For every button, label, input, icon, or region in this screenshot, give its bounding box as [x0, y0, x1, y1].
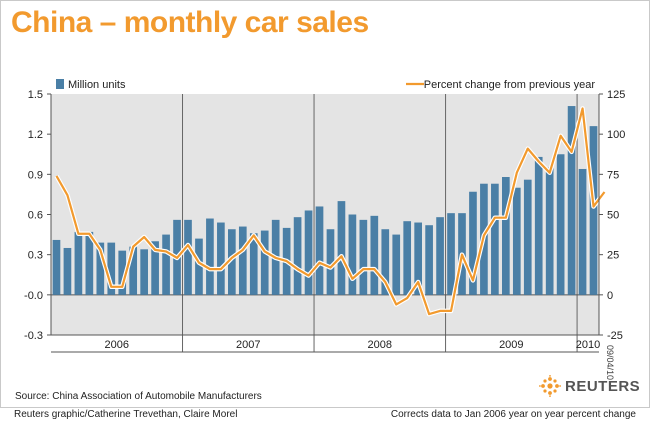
bar	[589, 126, 598, 295]
bar	[129, 246, 138, 295]
bar	[206, 218, 214, 295]
graphic-credit: Reuters graphic/Catherine Trevethan, Cla…	[14, 409, 238, 420]
bar	[217, 222, 225, 295]
right-tick-label: 100	[607, 129, 625, 141]
bar	[359, 219, 368, 295]
date-stamp: 09/04/10	[605, 345, 615, 381]
bar	[414, 222, 422, 295]
bar	[534, 156, 543, 295]
legend-bar-label: Million units	[68, 79, 126, 91]
left-tick-label: -0.3	[24, 330, 43, 342]
bar	[403, 221, 412, 295]
year-label: 2010	[576, 339, 600, 351]
bar	[523, 179, 532, 295]
left-tick-label: 1.5	[28, 89, 43, 101]
bar	[578, 168, 587, 295]
bar	[260, 230, 269, 295]
legend-line-label: Percent change from previous year	[424, 79, 596, 91]
bar	[425, 225, 433, 295]
chart: 1.5 1.2 0.9 0.6 0.3 -0.0 -0.3 125 100 75 50 25 0 -25 2…	[24, 79, 625, 353]
bar	[567, 106, 576, 295]
bar	[238, 226, 247, 295]
bar	[315, 206, 324, 295]
year-label: 2006	[105, 339, 129, 351]
left-tick-label: -0.0	[24, 290, 43, 302]
bar	[74, 231, 83, 295]
bar	[337, 201, 346, 295]
bar	[469, 191, 477, 295]
bar	[184, 219, 192, 295]
year-label: 2007	[236, 339, 260, 351]
bar	[304, 210, 313, 295]
correction-note: Corrects data to Jan 2006 year on year p…	[390, 409, 636, 420]
line-series	[55, 107, 606, 316]
bar	[545, 167, 554, 295]
year-label: 2008	[368, 339, 392, 351]
left-tick-label: 1.2	[28, 129, 43, 141]
bar	[556, 154, 565, 295]
bar	[447, 213, 455, 295]
bar	[502, 177, 510, 295]
right-tick-label: -25	[607, 330, 623, 342]
reuters-dot-logo-icon	[539, 375, 561, 397]
bar	[436, 217, 444, 295]
bar	[107, 242, 116, 295]
bar	[491, 183, 499, 295]
right-tick-label: 25	[607, 250, 619, 262]
source-note: Source: China Association of Automobile …	[15, 391, 262, 402]
right-tick-label: 125	[607, 89, 625, 101]
right-tick-label: 50	[607, 210, 619, 222]
chart-title: China – monthly car sales	[11, 6, 369, 39]
left-tick-label: 0.3	[28, 250, 43, 262]
right-tick-label: 75	[607, 169, 619, 181]
left-tick-label: 0.9	[28, 169, 43, 181]
bar	[118, 250, 127, 295]
left-tick-label: 0.6	[28, 210, 43, 222]
bar	[151, 241, 159, 295]
bar	[140, 249, 148, 295]
right-tick-label: 0	[607, 290, 613, 302]
year-label: 2009	[499, 339, 523, 351]
legend-bar-swatch	[56, 79, 64, 89]
bar	[348, 214, 357, 295]
bar	[326, 229, 335, 295]
bar	[96, 242, 105, 295]
bar	[370, 215, 379, 295]
bar	[512, 187, 521, 295]
reuters-logo: REUTERS	[539, 375, 640, 397]
chart-card: China – monthly car sales 1.5 1.2 0.9 0.6 0.…	[0, 0, 650, 408]
bar	[249, 233, 258, 295]
bar	[228, 229, 236, 295]
bar	[195, 238, 203, 295]
bar	[293, 217, 302, 295]
bar	[381, 229, 390, 295]
bar	[162, 234, 170, 295]
bar	[392, 234, 401, 295]
bar	[52, 239, 61, 295]
bar	[85, 231, 94, 295]
reuters-logo-text: REUTERS	[565, 377, 641, 395]
bar	[63, 247, 72, 295]
